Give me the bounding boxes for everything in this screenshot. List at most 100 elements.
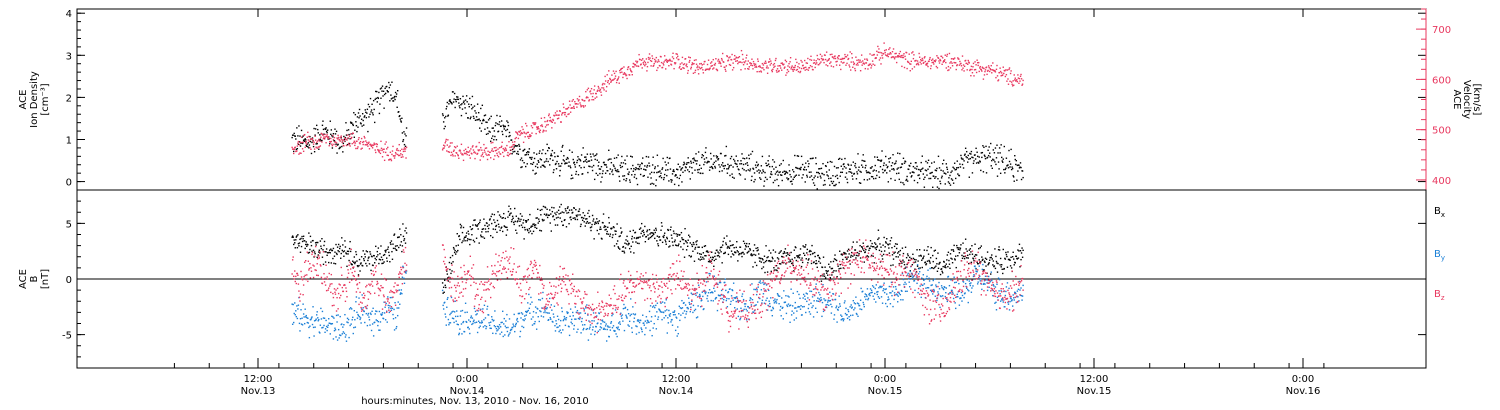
data-point <box>332 316 334 318</box>
data-point <box>854 162 857 165</box>
data-point <box>957 173 959 175</box>
data-point <box>799 254 801 256</box>
data-point <box>891 56 893 58</box>
data-point <box>721 262 723 264</box>
data-point <box>612 164 615 166</box>
data-point <box>546 119 549 122</box>
data-point <box>804 254 806 257</box>
data-point <box>998 246 1000 248</box>
data-point <box>602 222 604 224</box>
data-point <box>916 249 918 251</box>
data-point <box>359 115 361 117</box>
data-point <box>667 169 669 171</box>
data-point <box>592 326 594 328</box>
data-point <box>471 323 473 326</box>
data-point <box>660 56 662 58</box>
data-point <box>1015 80 1017 82</box>
data-point <box>446 105 448 108</box>
data-point <box>687 157 689 159</box>
data-point <box>367 103 370 106</box>
data-point <box>681 299 683 302</box>
data-point <box>607 170 609 172</box>
data-point <box>796 68 799 71</box>
data-point <box>456 152 458 154</box>
data-point <box>941 270 943 273</box>
data-point <box>842 258 844 261</box>
data-point <box>726 55 729 58</box>
data-point <box>485 133 488 136</box>
data-point <box>951 65 954 67</box>
data-point <box>566 311 568 313</box>
data-point <box>368 316 370 318</box>
data-point <box>705 255 707 257</box>
data-point <box>652 232 654 234</box>
data-point <box>464 107 466 109</box>
data-point <box>473 117 475 120</box>
data-point <box>516 132 519 135</box>
data-point <box>846 181 849 184</box>
data-point <box>451 103 453 105</box>
data-point <box>385 141 387 143</box>
data-point <box>802 174 804 176</box>
data-point <box>845 64 847 66</box>
data-point <box>730 250 733 252</box>
data-point <box>672 169 675 171</box>
data-point <box>669 245 671 247</box>
data-point <box>597 174 599 176</box>
data-point <box>945 163 948 165</box>
data-point <box>557 155 559 158</box>
data-point <box>670 226 672 228</box>
data-point <box>507 155 510 157</box>
data-point <box>393 95 396 98</box>
data-point <box>871 54 873 56</box>
data-point <box>551 154 553 157</box>
data-point <box>511 152 513 155</box>
data-point <box>374 98 376 101</box>
data-point <box>534 165 537 168</box>
data-point <box>773 66 775 69</box>
data-point <box>988 66 990 69</box>
data-point <box>950 257 952 260</box>
data-point <box>746 242 748 245</box>
data-point <box>590 309 593 311</box>
data-point <box>490 115 492 118</box>
data-point <box>584 324 586 326</box>
data-point <box>903 162 906 164</box>
data-point <box>892 56 894 58</box>
data-point <box>979 246 981 249</box>
data-point <box>387 304 389 307</box>
data-point <box>616 223 618 225</box>
data-point <box>754 261 756 264</box>
data-point <box>975 64 977 66</box>
data-point <box>531 232 533 235</box>
data-point <box>310 317 313 319</box>
data-point <box>356 260 358 262</box>
data-point <box>558 325 561 327</box>
data-point <box>573 161 575 164</box>
data-point <box>969 152 971 155</box>
data-point <box>974 254 977 256</box>
data-point <box>517 320 519 323</box>
data-point <box>582 105 584 107</box>
data-point <box>341 333 343 335</box>
data-point <box>357 313 359 316</box>
data-point <box>922 59 924 61</box>
data-point <box>448 100 451 102</box>
data-point <box>293 243 295 246</box>
data-point <box>484 114 487 116</box>
data-point <box>306 316 308 319</box>
data-point <box>650 171 653 174</box>
data-point <box>997 79 1000 81</box>
data-point <box>619 164 621 167</box>
data-point <box>836 177 839 180</box>
data-point <box>778 295 781 297</box>
data-point <box>373 321 376 324</box>
data-point <box>323 324 325 327</box>
data-point <box>997 80 999 82</box>
data-point <box>375 151 377 154</box>
data-point <box>297 143 300 146</box>
data-point <box>359 318 361 321</box>
data-point <box>737 315 740 318</box>
data-point <box>803 169 805 171</box>
data-point <box>624 163 627 165</box>
